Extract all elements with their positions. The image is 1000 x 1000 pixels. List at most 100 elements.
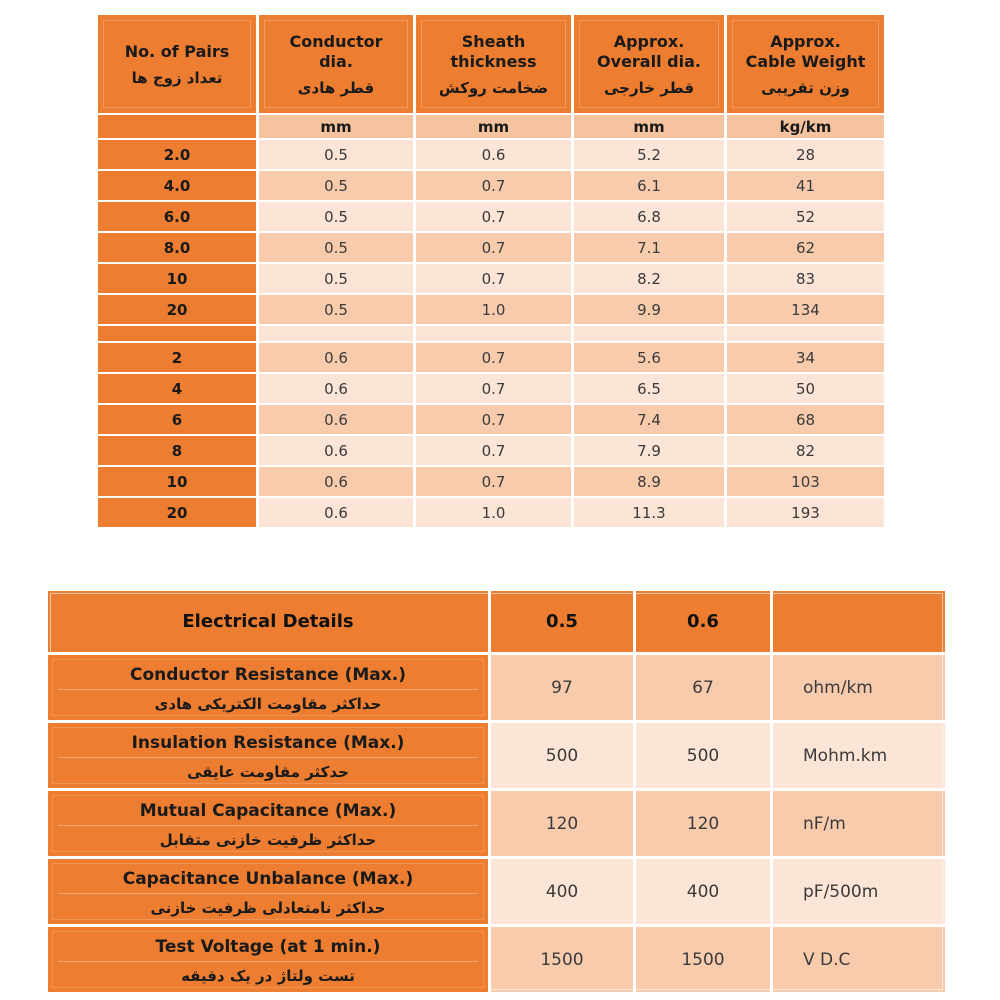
value-cell: 0.6 (259, 467, 413, 496)
value-cell: 0.6 (259, 498, 413, 527)
value-0.6-cell: 120 (636, 791, 770, 856)
value-cell: 8.9 (574, 467, 724, 496)
value-cell: 0.6 (259, 374, 413, 403)
value-cell: 0.7 (416, 343, 571, 372)
value-0.5-cell: 400 (491, 859, 633, 924)
cable-data-row: 4.0 0.5 0.7 6.1 41 (98, 171, 884, 200)
value-cell: 62 (727, 233, 884, 262)
cable-table-body: 2.0 0.5 0.6 5.2 28 4.0 0.5 0.7 6.1 41 6.0 0.5 0.7 6.8… (98, 140, 884, 527)
parameter-fa-label: حداکثر ظرفیت خازنی متقابل (159, 830, 377, 849)
value-cell: 0.6 (416, 140, 571, 169)
value-cell: 83 (727, 264, 884, 293)
value-cell: 0.5 (259, 140, 413, 169)
separator-cell (574, 326, 724, 341)
value-cell: 6.1 (574, 171, 724, 200)
value-cell: 7.4 (574, 405, 724, 434)
parameter-fa-label: تست ولتاژ در یک دقیقه (181, 966, 355, 985)
cable-data-row: 10 0.5 0.7 8.2 83 (98, 264, 884, 293)
value-cell: 1.0 (416, 295, 571, 324)
header-en-label: Approx. Overall dia. (597, 31, 701, 71)
unit-cell: ohm/km (773, 655, 945, 720)
value-cell: 0.5 (259, 295, 413, 324)
pairs-cell: 8 (98, 436, 256, 465)
header-cable-weight: Approx. Cable Weight وزن تقریبی (727, 15, 884, 113)
value-0.6-cell: 500 (636, 723, 770, 788)
parameter-en-label: Conductor Resistance (Max.) (58, 663, 478, 690)
header-col-0.5: 0.5 (491, 591, 633, 652)
electrical-data-row: Insulation Resistance (Max.) حدکثر مقاومت… (48, 723, 945, 788)
cable-spec-table: No. of Pairs تعداد زوج ها Conductor dia.… (95, 13, 887, 529)
value-cell: 5.6 (574, 343, 724, 372)
value-cell: 34 (727, 343, 884, 372)
value-cell: 52 (727, 202, 884, 231)
separator-cell (259, 326, 413, 341)
cable-data-row: 10 0.6 0.7 8.9 103 (98, 467, 884, 496)
header-no-of-pairs: No. of Pairs تعداد زوج ها (98, 15, 256, 113)
electrical-data-row: Test Voltage (at 1 min.) تست ولتاژ در یک … (48, 927, 945, 992)
header-col-0.6: 0.6 (636, 591, 770, 652)
value-cell: 103 (727, 467, 884, 496)
unit-cell: pF/500m (773, 859, 945, 924)
value-cell: 0.7 (416, 171, 571, 200)
pairs-cell: 4.0 (98, 171, 256, 200)
value-0.6-cell: 400 (636, 859, 770, 924)
header-conductor-dia: Conductor dia. قطر هادی (259, 15, 413, 113)
value-0.6-cell: 1500 (636, 927, 770, 992)
group-separator-row (98, 326, 884, 341)
header-fa-label: تعداد زوج ها (131, 68, 223, 87)
value-cell: 0.7 (416, 405, 571, 434)
value-cell: 7.1 (574, 233, 724, 262)
value-cell: 134 (727, 295, 884, 324)
pairs-cell: 2 (98, 343, 256, 372)
value-cell: 41 (727, 171, 884, 200)
electrical-details-title: Electrical Details (48, 591, 488, 652)
units-cell-mm: mm (259, 115, 413, 138)
cable-data-row: 6 0.6 0.7 7.4 68 (98, 405, 884, 434)
units-cell-kgkm: kg/km (727, 115, 884, 138)
header-fa-label: وزن تقریبی (761, 78, 850, 97)
header-fa-label: قطر هادی (297, 78, 375, 97)
value-cell: 0.5 (259, 233, 413, 262)
cable-data-row: 8 0.6 0.7 7.9 82 (98, 436, 884, 465)
header-en-label: Conductor dia. (289, 31, 383, 71)
value-cell: 0.7 (416, 436, 571, 465)
value-0.5-cell: 120 (491, 791, 633, 856)
units-cell-mm: mm (574, 115, 724, 138)
pairs-cell: 2.0 (98, 140, 256, 169)
value-cell: 0.5 (259, 264, 413, 293)
pairs-cell: 20 (98, 295, 256, 324)
value-cell: 0.5 (259, 171, 413, 200)
parameter-label-cell: Capacitance Unbalance (Max.) حداکثر نامتع… (48, 859, 488, 924)
header-en-label: No. of Pairs (124, 41, 230, 61)
pairs-cell: 8.0 (98, 233, 256, 262)
parameter-label-cell: Insulation Resistance (Max.) حدکثر مقاومت… (48, 723, 488, 788)
value-cell: 82 (727, 436, 884, 465)
value-0.6-cell: 67 (636, 655, 770, 720)
value-cell: 0.7 (416, 264, 571, 293)
pairs-cell: 6 (98, 405, 256, 434)
parameter-en-label: Mutual Capacitance (Max.) (58, 799, 478, 826)
unit-cell: Mohm.km (773, 723, 945, 788)
header-sheath-thickness: Sheath thickness ضخامت روکش (416, 15, 571, 113)
cable-header-row: No. of Pairs تعداد زوج ها Conductor dia.… (98, 15, 884, 113)
value-cell: 0.7 (416, 467, 571, 496)
pairs-cell: 6.0 (98, 202, 256, 231)
value-cell: 1.0 (416, 498, 571, 527)
header-overall-dia: Approx. Overall dia. قطر خارجی (574, 15, 724, 113)
value-cell: 193 (727, 498, 884, 527)
value-cell: 9.9 (574, 295, 724, 324)
cable-data-row: 4 0.6 0.7 6.5 50 (98, 374, 884, 403)
electrical-data-row: Capacitance Unbalance (Max.) حداکثر نامتع… (48, 859, 945, 924)
pairs-cell: 20 (98, 498, 256, 527)
cable-data-row: 20 0.6 1.0 11.3 193 (98, 498, 884, 527)
electrical-details-table: Electrical Details 0.5 0.6 Conductor Res… (45, 588, 948, 995)
value-cell: 0.5 (259, 202, 413, 231)
value-cell: 11.3 (574, 498, 724, 527)
unit-cell: V D.C (773, 927, 945, 992)
units-row: mm mm mm kg/km (98, 115, 884, 138)
units-cell-mm: mm (416, 115, 571, 138)
value-cell: 28 (727, 140, 884, 169)
value-0.5-cell: 97 (491, 655, 633, 720)
cable-data-row: 6.0 0.5 0.7 6.8 52 (98, 202, 884, 231)
